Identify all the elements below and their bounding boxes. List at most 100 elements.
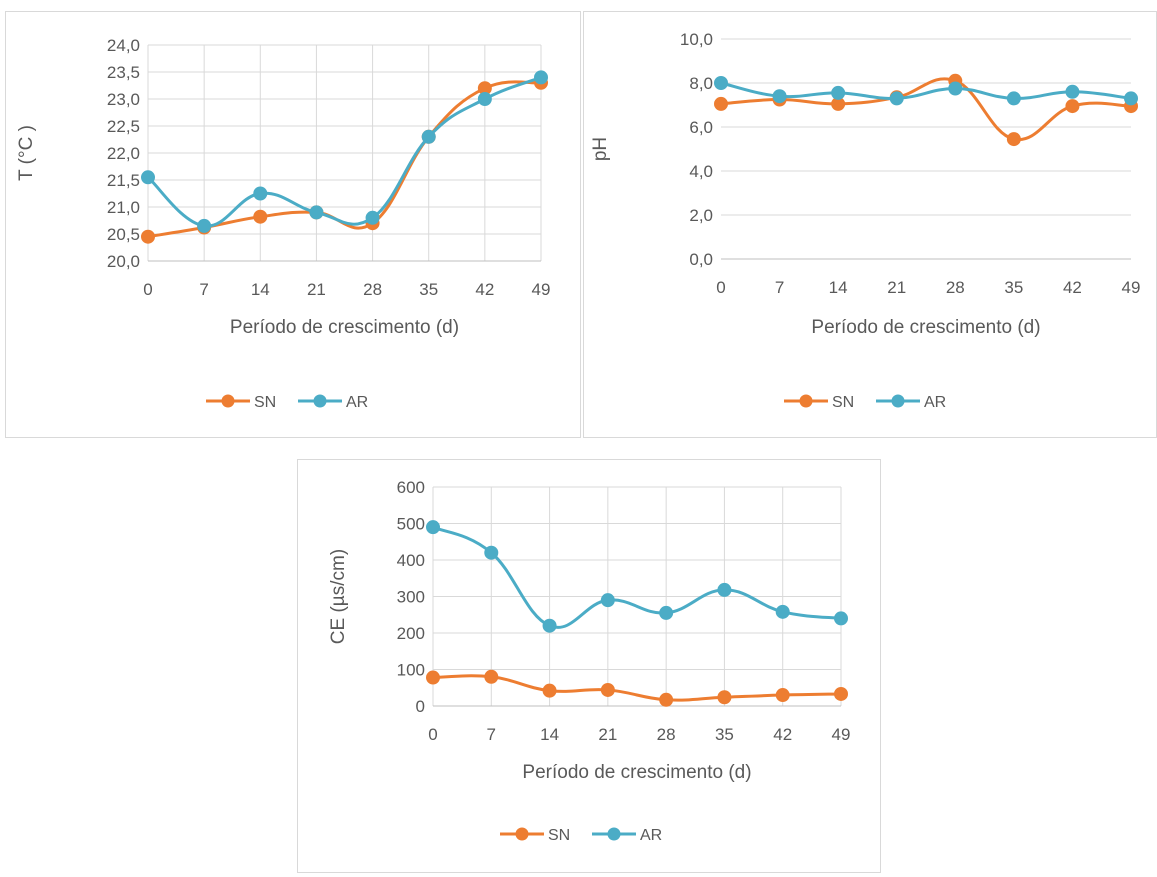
data-point-ar <box>1006 91 1021 106</box>
data-point-sn <box>717 690 732 705</box>
y-tick-label: 200 <box>397 624 425 643</box>
data-point-ar <box>309 205 324 220</box>
y-tick-label: 24,0 <box>107 36 140 55</box>
data-point-ar <box>421 129 436 144</box>
data-point-ar <box>775 604 790 619</box>
x-tick-label: 35 <box>419 280 438 299</box>
x-tick-label: 0 <box>716 278 725 297</box>
data-point-sn <box>542 683 557 698</box>
data-point-ar <box>477 92 492 106</box>
y-tick-label: 2,0 <box>689 206 713 225</box>
x-axis-title: Período de crescimento (d) <box>230 317 459 338</box>
temperature-chart-panel: 20,0 20,5 21,0 21,5 22,0 22,5 23,0 23,5 24,0 0 7 14… <box>5 11 581 438</box>
temperature-chart: 20,0 20,5 21,0 21,5 22,0 22,5 23,0 23,5 24,0 0 7 14… <box>16 36 551 411</box>
legend-marker-ar <box>891 394 905 408</box>
conductivity-chart: 0 100 200 300 400 500 600 0 7 14 21 28 35 42 49 Período… <box>328 478 851 844</box>
y-tick-label: 0 <box>416 697 425 716</box>
legend-marker-sn <box>221 394 235 408</box>
data-point-ar <box>542 618 557 633</box>
legend-label-sn: SN <box>548 827 570 844</box>
legend-label-ar: AR <box>640 827 662 844</box>
x-axis-title: Período de crescimento (d) <box>811 317 1040 338</box>
data-point-sn <box>253 209 268 224</box>
series-line-ar <box>146 75 543 228</box>
y-axis-title: T (°C ) <box>16 125 37 181</box>
data-point-ar <box>141 170 155 185</box>
data-point-sn <box>1006 132 1021 147</box>
data-point-ar <box>253 186 268 201</box>
y-tick-label: 400 <box>397 551 425 570</box>
data-point-ar <box>831 85 846 100</box>
data-point-ar <box>197 218 212 233</box>
legend-label-sn: SN <box>832 394 854 411</box>
y-tick-label: 6,0 <box>689 118 713 137</box>
y-tick-label: 22,5 <box>107 117 140 136</box>
x-tick-label: 28 <box>657 725 676 744</box>
y-tick-label: 0,0 <box>689 250 713 269</box>
legend-marker-sn <box>515 827 529 841</box>
data-point-sn <box>834 686 848 701</box>
data-point-ar <box>659 605 674 620</box>
legend-label-ar: AR <box>924 394 946 411</box>
y-axis-title: CE (µs/cm) <box>328 549 349 644</box>
y-tick-label: 23,5 <box>107 63 140 82</box>
x-tick-label: 49 <box>1122 278 1141 297</box>
data-point-ar <box>889 91 904 106</box>
x-tick-label: 7 <box>199 280 208 299</box>
data-point-ar <box>772 89 787 104</box>
x-tick-label: 21 <box>307 280 326 299</box>
conductivity-chart-panel: 0 100 200 300 400 500 600 0 7 14 21 28 35 42 49 Período… <box>297 459 881 873</box>
y-tick-label: 300 <box>397 588 425 607</box>
data-point-ar <box>484 545 499 560</box>
legend-marker-ar <box>313 394 327 408</box>
y-tick-label: 21,5 <box>107 171 140 190</box>
y-tick-label: 4,0 <box>689 162 713 181</box>
x-tick-label: 49 <box>532 280 551 299</box>
y-tick-label: 600 <box>397 478 425 497</box>
legend-marker-ar <box>607 827 621 841</box>
data-point-sn <box>775 688 790 703</box>
x-tick-label: 14 <box>829 278 848 297</box>
data-point-ar <box>717 582 732 597</box>
x-tick-label: 0 <box>143 280 152 299</box>
ph-chart: 0,0 2,0 4,0 6,0 8,0 10,0 0 7 14 21 28 35 42 49 Período… <box>590 30 1141 411</box>
x-tick-label: 49 <box>832 725 851 744</box>
x-tick-label: 42 <box>773 725 792 744</box>
y-tick-label: 10,0 <box>680 30 713 49</box>
x-tick-label: 42 <box>1063 278 1082 297</box>
legend-marker-sn <box>799 394 813 408</box>
data-point-sn <box>141 229 155 244</box>
y-tick-label: 20,5 <box>107 225 140 244</box>
data-point-ar <box>365 210 380 225</box>
data-point-ar <box>714 76 728 90</box>
x-tick-label: 7 <box>775 278 784 297</box>
data-point-ar <box>948 81 963 96</box>
data-point-sn <box>426 670 440 685</box>
x-tick-label: 7 <box>487 725 496 744</box>
y-tick-label: 100 <box>397 661 425 680</box>
y-tick-label: 20,0 <box>107 252 140 271</box>
legend-label-ar: AR <box>346 394 368 411</box>
data-point-sn <box>714 96 728 111</box>
series-line-sn <box>719 77 1133 142</box>
y-tick-label: 8,0 <box>689 74 713 93</box>
data-point-sn <box>484 669 499 684</box>
x-tick-label: 35 <box>1004 278 1023 297</box>
y-tick-label: 22,0 <box>107 144 140 163</box>
data-point-sn <box>600 682 615 697</box>
series-line-ar <box>431 525 843 629</box>
x-axis-title: Período de crescimento (d) <box>522 762 751 783</box>
x-tick-label: 14 <box>540 725 559 744</box>
data-point-ar <box>600 593 615 608</box>
x-tick-label: 21 <box>598 725 617 744</box>
data-point-ar <box>426 520 440 535</box>
x-tick-label: 21 <box>887 278 906 297</box>
x-tick-label: 42 <box>475 280 494 299</box>
y-tick-label: 23,0 <box>107 90 140 109</box>
x-tick-label: 14 <box>251 280 270 299</box>
ph-chart-panel: 0,0 2,0 4,0 6,0 8,0 10,0 0 7 14 21 28 35 42 49 Período… <box>583 11 1157 438</box>
y-axis-title: pH <box>590 137 611 161</box>
x-tick-label: 35 <box>715 725 734 744</box>
y-tick-label: 500 <box>397 515 425 534</box>
legend-label-sn: SN <box>254 394 276 411</box>
